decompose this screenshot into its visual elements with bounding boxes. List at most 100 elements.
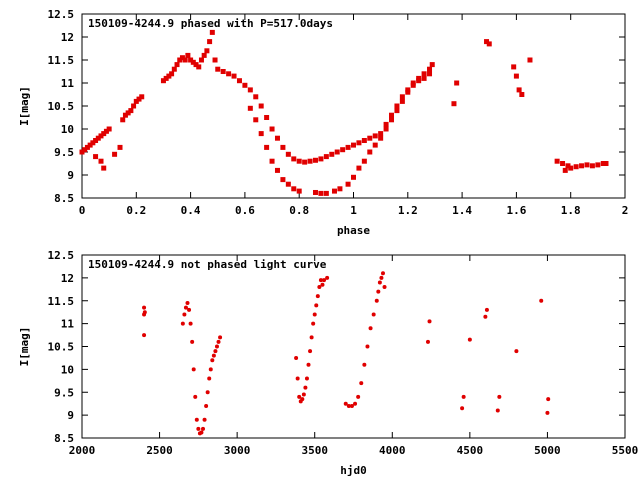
data-point <box>193 394 198 399</box>
data-point <box>318 156 324 162</box>
data-point <box>380 271 385 276</box>
data-point <box>142 310 147 315</box>
data-point <box>171 66 177 72</box>
data-point <box>312 189 318 195</box>
data-point <box>258 103 264 109</box>
data-point <box>295 376 300 381</box>
y-tick-label: 8.5 <box>54 432 74 445</box>
data-point <box>208 367 213 372</box>
y-tick-label: 11.5 <box>48 295 75 308</box>
data-point <box>302 159 308 165</box>
data-point <box>106 126 112 132</box>
data-point <box>379 275 384 280</box>
data-point <box>425 339 430 344</box>
data-point <box>204 403 209 408</box>
x-tick-label: 4000 <box>379 444 406 457</box>
y-tick-label: 11 <box>61 318 75 331</box>
data-point <box>318 278 323 283</box>
y-tick-label: 12.5 <box>48 8 75 21</box>
data-point <box>187 307 192 312</box>
data-point <box>389 117 395 123</box>
data-point <box>345 144 351 150</box>
y-tick-label: 11 <box>61 77 75 90</box>
data-point <box>180 321 185 326</box>
data-point <box>306 362 311 367</box>
data-point <box>331 188 337 194</box>
x-tick-label: 0.2 <box>126 204 146 217</box>
data-point <box>349 403 354 408</box>
data-point <box>264 115 270 120</box>
data-point <box>383 121 389 127</box>
x-tick-label: 0.8 <box>289 204 309 217</box>
data-point <box>300 397 305 402</box>
data-point <box>112 151 118 157</box>
data-point <box>560 161 566 166</box>
data-point <box>190 59 196 65</box>
data-point <box>177 57 183 63</box>
data-point <box>334 149 340 155</box>
data-point <box>190 339 195 344</box>
data-point <box>322 278 327 283</box>
data-point <box>142 333 147 338</box>
data-point <box>294 355 299 360</box>
data-point <box>199 430 204 435</box>
data-point <box>399 98 405 104</box>
data-point <box>365 344 370 349</box>
data-point <box>372 142 378 148</box>
plot-frame <box>81 13 626 199</box>
data-point <box>308 349 313 354</box>
data-point <box>196 64 202 70</box>
data-point <box>166 73 172 79</box>
data-point <box>142 305 147 310</box>
phased-light-curve-plot: 0 0.2 0.4 0.6 0.8 1 1.2 1.4 1.6 1.8 2 8.5 9 9.5 10 10.5… <box>18 8 628 237</box>
data-point <box>467 337 472 342</box>
data-point <box>95 135 101 141</box>
data-point <box>188 321 193 326</box>
data-point <box>182 312 187 317</box>
data-point <box>205 390 210 395</box>
data-point <box>545 410 550 415</box>
x-tick-label: 5500 <box>612 444 639 457</box>
data-point <box>79 149 85 155</box>
data-point <box>483 314 488 319</box>
data-point <box>484 307 489 312</box>
x-tick-label: 0.4 <box>181 204 201 217</box>
data-point <box>174 62 180 68</box>
data-point <box>382 285 387 290</box>
data-point <box>204 48 210 54</box>
data-point <box>309 335 314 340</box>
y-tick-label: 9 <box>67 169 74 182</box>
data-point <box>573 164 579 170</box>
data-point <box>454 80 460 86</box>
data-point <box>120 117 126 123</box>
data-point <box>185 301 190 306</box>
y-tick-label: 12 <box>61 31 74 44</box>
y-tick-label: 10.5 <box>48 341 75 354</box>
data-point <box>163 75 169 81</box>
data-point <box>264 144 270 150</box>
data-point <box>497 394 502 399</box>
data-point <box>361 158 367 164</box>
data-point <box>193 62 199 68</box>
data-point <box>427 66 433 72</box>
data-point <box>214 344 219 349</box>
data-point <box>351 174 356 180</box>
data-point <box>185 52 191 58</box>
data-point <box>343 401 348 406</box>
data-point <box>378 131 384 137</box>
data-point <box>554 158 560 164</box>
x-tick-label: 3000 <box>224 444 251 457</box>
data-point <box>247 87 253 93</box>
data-point <box>579 163 585 169</box>
x-tick-label: 1.4 <box>452 204 472 217</box>
data-point <box>565 163 571 169</box>
data-point <box>236 78 242 84</box>
data-point <box>128 108 134 114</box>
data-point <box>516 87 522 93</box>
data-point <box>183 305 188 310</box>
data-point <box>337 186 343 192</box>
data-point <box>101 165 107 171</box>
data-point <box>460 406 465 411</box>
data-point <box>600 161 606 166</box>
y-tick-label: 11.5 <box>48 54 75 67</box>
